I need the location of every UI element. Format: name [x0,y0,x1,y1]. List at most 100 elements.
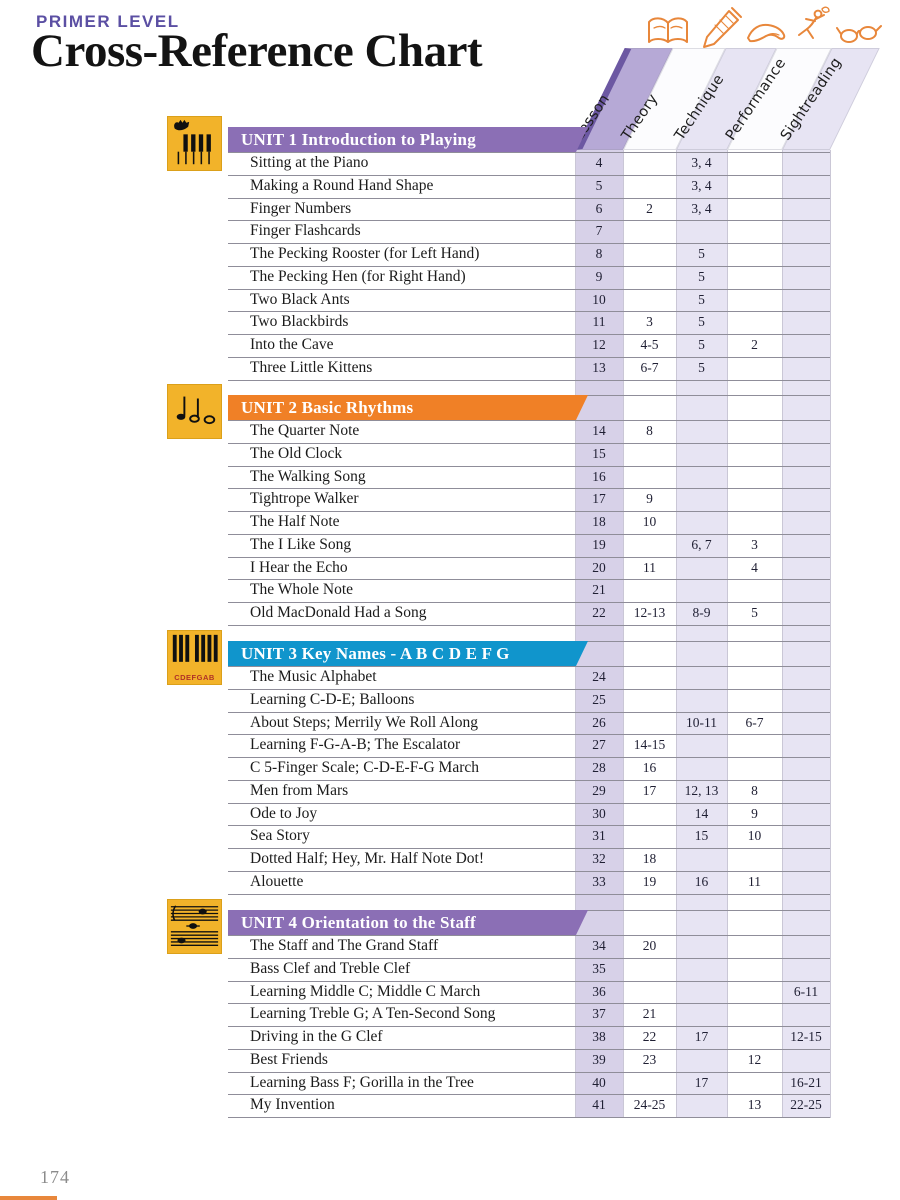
theory-cell: 9 [646,491,653,507]
row-title: The Old Clock [250,444,343,462]
performance-cell: 12 [747,1051,762,1067]
lesson-cell: 28 [592,760,606,775]
unit-2-bar-top-line [575,395,830,396]
theory-cell: 10 [642,514,657,529]
performance-cell: 2 [751,337,758,352]
technique-cell: 3, 4 [691,177,712,193]
technique-cell: 5 [698,268,705,284]
performance-cell: 5 [751,605,758,620]
row-separator [228,379,830,381]
row-separator [228,602,830,603]
sightreading-cell: 12-15 [790,1029,822,1044]
unit-4-bar-top-line [575,910,830,911]
row-title: C 5-Finger Scale; C-D-E-F-G March [250,759,480,776]
performance-cell: 4 [751,559,758,575]
unit-3-keyboard-letters-icon: CDEFGAB [167,630,222,685]
row-title: The Pecking Rooster (for Left Hand) [250,245,480,262]
sightreading-cell: 22-25 [790,1097,822,1113]
row-separator [228,265,830,267]
lesson-cell: 33 [592,873,606,889]
technique-cell: 17 [694,1074,709,1090]
lesson-cell: 5 [595,177,603,193]
row-separator [228,779,830,781]
open-book-icon [646,14,692,58]
row-separator [228,1003,830,1005]
unit-1-bar-bottom-line [228,152,830,153]
theory-cell: 4-5 [640,337,659,352]
unit-1-hand-on-keys-icon [167,116,222,171]
bottom-accent-strip [0,1196,57,1200]
column-grid-line-4 [782,150,783,1118]
column-grid-line-0 [575,150,576,1118]
row-separator [228,711,830,713]
unit-icon-caption: CDEFGAB [174,673,215,682]
row-title: Finger Flashcards [250,222,361,240]
row-title: The Music Alphabet [250,668,377,685]
row-title: Tightrope Walker [250,490,359,508]
theory-cell: 24-25 [633,1097,666,1113]
lesson-cell: 6 [595,200,603,216]
lesson-cell: 20 [592,559,606,575]
row-separator [228,1026,830,1027]
lesson-cell: 39 [592,1051,606,1067]
row-separator [228,688,830,690]
lesson-cell: 13 [592,359,606,375]
row-title: The Quarter Note [250,422,360,439]
theory-cell: 11 [643,559,656,575]
theory-cell: 8 [646,423,653,438]
row-title: Making a Round Hand Shape [250,176,434,194]
row-separator [228,825,830,827]
row-title: The Whole Note [250,581,354,599]
technique-cell: 5 [698,337,705,352]
lesson-cell: 40 [592,1074,606,1090]
technique-cell: 3, 4 [691,200,712,216]
performance-cell: 6-7 [745,714,764,730]
row-separator [228,488,830,490]
row-title: Finger Numbers [250,199,352,217]
row-title: Learning F-G-A-B; The Escalator [250,736,461,754]
theory-cell: 14-15 [633,737,666,753]
row-separator [228,848,830,849]
hand-icon [744,16,790,60]
unit-4-grand-staff-icon [167,899,222,954]
row-title: My Invention [250,1096,335,1114]
lesson-cell: 36 [592,983,606,999]
performance-cell: 13 [747,1097,762,1113]
lesson-cell: 27 [592,737,606,753]
lesson-cell: 38 [592,1029,606,1044]
performance-cell: 10 [747,828,762,844]
lesson-cell: 21 [592,582,606,598]
row-separator [228,579,830,581]
row-title: Bass Clef and Treble Clef [250,959,411,977]
row-title: Sea Story [250,827,310,845]
theory-cell: 21 [642,1006,657,1022]
theory-cell: 19 [642,873,657,889]
lesson-cell: 29 [592,782,606,798]
lesson-cell: 18 [592,514,606,529]
theory-cell: 23 [642,1051,657,1067]
row-separator [228,1048,830,1050]
row-separator [228,220,830,222]
technique-cell: 15 [694,828,709,844]
row-title: Two Blackbirds [250,313,349,331]
lesson-cell: 14 [592,423,606,438]
row-separator [228,311,830,313]
row-title: About Steps; Merrily We Roll Along [250,713,478,731]
row-title: Two Black Ants [250,290,350,308]
page-number: 174 [40,1167,70,1187]
column-grid-line-3 [727,150,728,1118]
row-title: Learning Treble G; A Ten-Second Song [250,1005,496,1023]
lesson-cell: 8 [595,246,603,261]
row-title: Alouette [250,872,304,890]
theory-cell: 17 [642,782,657,798]
row-separator [228,356,830,358]
row-separator [228,870,830,872]
lesson-cell: 32 [592,851,606,866]
lesson-cell: 30 [592,805,606,821]
lesson-cell: 11 [592,314,606,330]
unit-3-bar-top-line [575,641,830,642]
row-title: Best Friends [250,1050,328,1068]
technique-cell: 5 [698,246,705,261]
row-separator [228,556,830,558]
theory-cell: 16 [642,760,657,775]
